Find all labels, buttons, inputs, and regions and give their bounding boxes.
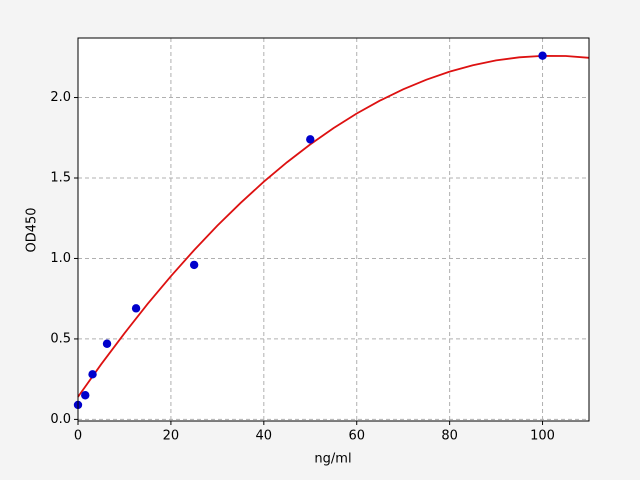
- data-point: [81, 391, 90, 400]
- plot-area: [78, 38, 589, 421]
- y-tick-label: 2.0: [50, 90, 71, 105]
- x-tick-label: 80: [441, 429, 458, 444]
- data-point: [189, 260, 199, 270]
- x-axis-label: ng/ml: [314, 452, 351, 467]
- x-tick-label: 60: [348, 429, 365, 444]
- x-tick-label: 40: [256, 429, 273, 444]
- y-axis-label: OD450: [25, 207, 40, 252]
- x-tick-label: 20: [163, 429, 180, 444]
- data-point: [131, 304, 141, 313]
- data-point: [88, 370, 97, 379]
- x-tick-label: 0: [74, 429, 82, 444]
- fit-curve: [77, 54, 590, 398]
- y-tick-label: 1.5: [50, 171, 71, 186]
- data-point: [102, 339, 112, 348]
- y-tick-label: 0.5: [50, 331, 71, 346]
- y-tick-label: 1.0: [50, 251, 71, 266]
- x-tick-label: 100: [530, 429, 555, 444]
- data-point: [538, 51, 547, 60]
- plot-frame: [77, 37, 590, 422]
- y-tick-label: 0.0: [50, 412, 71, 427]
- data-point: [306, 135, 315, 144]
